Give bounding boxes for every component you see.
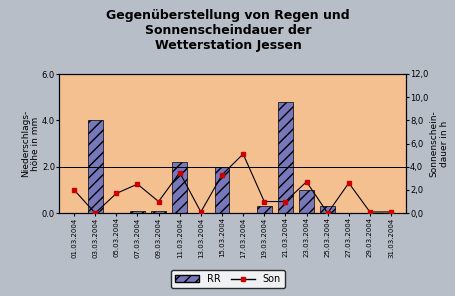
Legend: RR, Son: RR, Son: [171, 271, 284, 288]
Text: Gegenüberstellung von Regen und
Sonnenscheindauer der
Wetterstation Jessen: Gegenüberstellung von Regen und Sonnensc…: [106, 9, 349, 52]
Bar: [319, 206, 334, 213]
Bar: [88, 120, 102, 213]
Y-axis label: Sonnenschein-
dauer in h: Sonnenschein- dauer in h: [429, 110, 448, 177]
Bar: [151, 211, 166, 213]
Bar: [172, 162, 187, 213]
Bar: [214, 167, 229, 213]
Y-axis label: Niederschlags-
höhe in mm: Niederschlags- höhe in mm: [21, 110, 40, 177]
Bar: [278, 102, 292, 213]
Bar: [130, 211, 145, 213]
Bar: [256, 206, 271, 213]
Bar: [298, 190, 313, 213]
